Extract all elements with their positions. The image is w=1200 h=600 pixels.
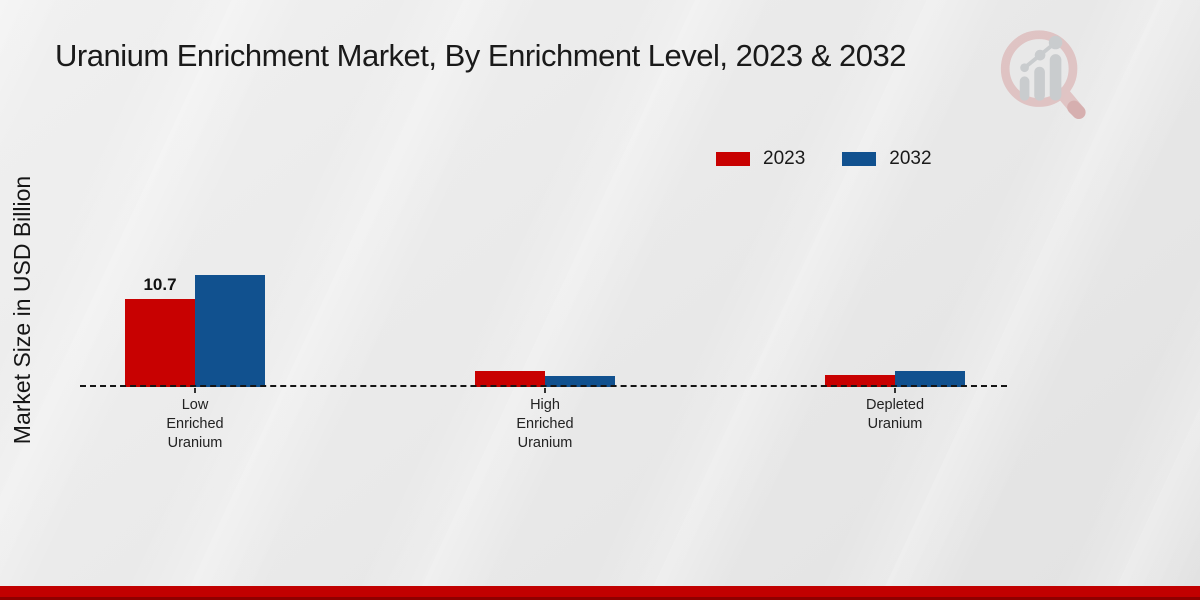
footer-accent-bar: [0, 586, 1200, 600]
legend: 2023 2032: [716, 148, 932, 170]
legend-label-2032: 2032: [889, 148, 932, 169]
x-tick-high-enriched-uranium: [544, 388, 546, 393]
bar-value-label: 10.7: [143, 275, 177, 294]
legend-swatch-2023: [716, 152, 750, 166]
bar-2023-depleted-uranium: [825, 375, 895, 387]
bar-2023-high-enriched-uranium: [475, 371, 545, 387]
x-label-depleted-uranium: Depleted Uranium: [865, 397, 925, 432]
legend-item-2032: 2032: [842, 148, 932, 170]
x-label-low-enriched-uranium: Low Enriched Uranium: [166, 397, 224, 451]
bar-2023-low-enriched-uranium: [125, 299, 195, 387]
x-label-high-enriched-uranium: High Enriched Uranium: [516, 397, 574, 451]
legend-item-2023: 2023: [716, 148, 805, 170]
bar-2032-high-enriched-uranium: [545, 376, 615, 387]
legend-swatch-2032: [842, 152, 877, 166]
x-axis-baseline: [80, 385, 1007, 387]
footer-dark-stripe: [0, 597, 1200, 600]
page-title: Uranium Enrichment Market, By Enrichment…: [55, 38, 906, 73]
bar-2032-depleted-uranium: [895, 371, 965, 387]
legend-label-2023: 2023: [763, 148, 806, 169]
brand-logo: [998, 28, 1086, 120]
bar-2032-low-enriched-uranium: [195, 275, 265, 387]
magnifier-chart-icon: [1000, 30, 1086, 120]
footer-bright-stripe: [0, 586, 1200, 597]
x-tick-depleted-uranium: [894, 388, 896, 393]
x-tick-low-enriched-uranium: [194, 388, 196, 393]
